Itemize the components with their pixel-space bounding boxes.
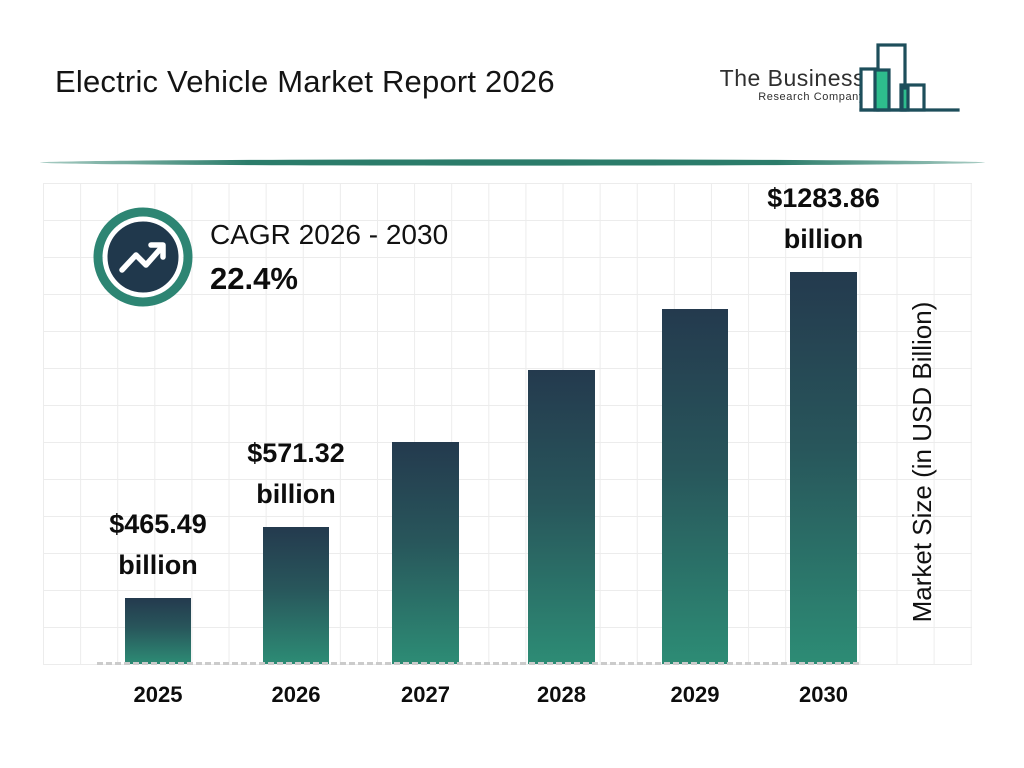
value-unit: billion	[783, 224, 864, 254]
bar-chart-logo-icon	[859, 43, 960, 112]
y-axis-label: Market Size (in USD Billion)	[907, 301, 937, 623]
page-title: Electric Vehicle Market Report 2026	[55, 64, 555, 99]
x-tick-2030: 2030	[799, 682, 848, 707]
value-amount: $1283.86	[767, 183, 880, 213]
bar-2026	[263, 527, 329, 664]
value-amount: $571.32	[247, 438, 345, 468]
company-logo: The Business Research Company	[700, 38, 980, 128]
value-label-2026: $571.32 billion	[176, 433, 416, 515]
value-amount: $465.49	[109, 509, 207, 539]
value-label-2030: $1283.86 billion	[704, 178, 944, 260]
trending-up-icon	[119, 242, 166, 273]
x-tick-2025: 2025	[133, 682, 183, 707]
x-tick-2028: 2028	[537, 682, 586, 707]
value-label-2025: $465.49 billion	[38, 504, 278, 586]
bar-2029	[662, 309, 728, 664]
bar-2027	[392, 442, 459, 664]
divider	[40, 159, 985, 166]
logo-name: The Business	[719, 65, 865, 91]
bar-2030	[790, 272, 857, 664]
logo-text: The Business Research Company	[720, 66, 865, 104]
cagr-period-label: CAGR 2026 - 2030	[210, 219, 449, 250]
cagr-badge	[93, 207, 193, 307]
bar-2028	[528, 370, 595, 664]
cagr-value: 22.4%	[210, 261, 298, 296]
value-unit: billion	[256, 479, 336, 509]
logo-subname: Research Company	[758, 91, 865, 103]
x-tick-2029: 2029	[670, 682, 720, 707]
value-unit: billion	[118, 550, 198, 580]
x-axis-baseline	[97, 662, 859, 665]
x-tick-2027: 2027	[401, 682, 450, 707]
x-tick-2026: 2026	[271, 682, 321, 707]
bar-2025	[125, 598, 191, 664]
